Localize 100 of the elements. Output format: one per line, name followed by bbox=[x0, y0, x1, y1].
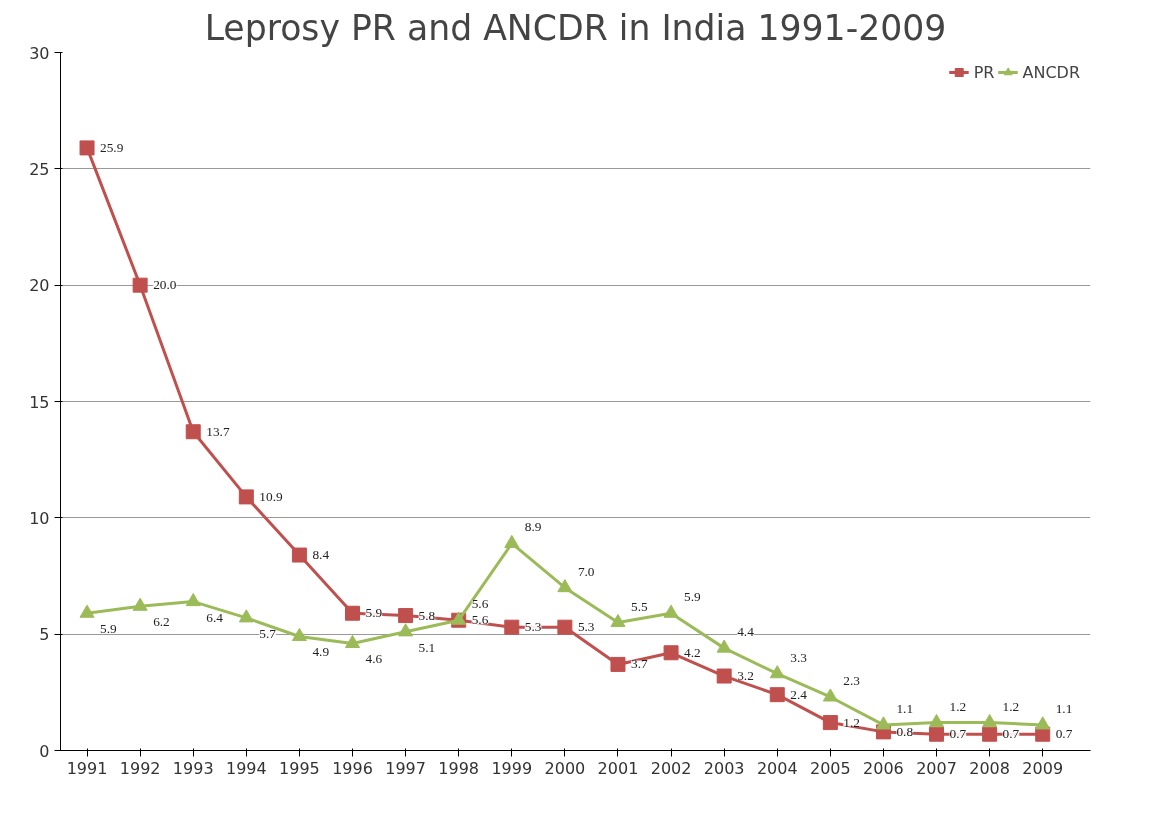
x-tick-label: 1998 bbox=[438, 758, 480, 778]
data-label: 8.4 bbox=[312, 547, 330, 563]
data-label: 1.1 bbox=[896, 700, 914, 716]
x-tick-label: 2007 bbox=[916, 758, 957, 778]
x-tick-label: 2002 bbox=[650, 758, 692, 778]
point bbox=[610, 656, 626, 672]
data-label: 4.2 bbox=[684, 644, 701, 660]
y-tick-label: 5 bbox=[39, 625, 50, 645]
data-label: 5.6 bbox=[471, 596, 489, 612]
x-tick-label: 2004 bbox=[756, 758, 798, 778]
data-label: 5.9 bbox=[684, 589, 702, 605]
point bbox=[663, 604, 679, 618]
data-label: 5.6 bbox=[471, 612, 489, 628]
x-tick-label: 1995 bbox=[279, 758, 320, 778]
data-label: 5.5 bbox=[630, 598, 648, 614]
data-label: 3.7 bbox=[630, 656, 648, 672]
point bbox=[238, 609, 254, 623]
data-label: 1.1 bbox=[1055, 700, 1073, 716]
point bbox=[875, 716, 891, 730]
point bbox=[398, 623, 414, 637]
data-label: 10.9 bbox=[259, 488, 283, 504]
data-label: 2.4 bbox=[790, 686, 808, 702]
point bbox=[185, 424, 201, 440]
x-tick-label: 1996 bbox=[332, 758, 373, 778]
x-tick-label: 2008 bbox=[969, 758, 1010, 778]
data-label: 2.3 bbox=[843, 672, 861, 688]
y-tick-label: 0 bbox=[39, 741, 50, 761]
x-tick-label: 2000 bbox=[544, 758, 586, 778]
data-label: 5.1 bbox=[418, 639, 436, 655]
y-tick-label: 25 bbox=[29, 159, 50, 179]
point bbox=[557, 579, 573, 593]
data-label: 7.0 bbox=[577, 563, 595, 579]
point bbox=[185, 593, 201, 607]
legend-label: ANCDR bbox=[1022, 62, 1080, 82]
point bbox=[769, 687, 785, 703]
point bbox=[716, 668, 732, 684]
point bbox=[822, 688, 838, 702]
point bbox=[716, 639, 732, 653]
point bbox=[132, 597, 148, 611]
point bbox=[1035, 716, 1051, 730]
x-tick-label: 1991 bbox=[66, 758, 108, 778]
data-label: 5.7 bbox=[259, 625, 277, 641]
data-label: 0.7 bbox=[949, 726, 967, 742]
data-label: 8.9 bbox=[524, 519, 542, 535]
y-tick-label: 10 bbox=[29, 508, 50, 528]
point bbox=[663, 645, 679, 661]
x-tick-label: 1992 bbox=[119, 758, 161, 778]
data-label: 4.6 bbox=[365, 651, 383, 667]
data-label: 20.0 bbox=[153, 277, 177, 293]
y-tick-label: 20 bbox=[29, 276, 50, 296]
x-tick-label: 1999 bbox=[491, 758, 533, 778]
point bbox=[982, 714, 998, 728]
x-tick-label: 2006 bbox=[863, 758, 904, 778]
point bbox=[398, 608, 414, 624]
data-label: 4.4 bbox=[737, 624, 755, 640]
point bbox=[79, 140, 95, 156]
point bbox=[291, 547, 307, 563]
point bbox=[345, 634, 361, 649]
point bbox=[610, 613, 626, 628]
point bbox=[822, 715, 838, 731]
data-label: 0.7 bbox=[1055, 726, 1073, 742]
data-label: 5.9 bbox=[365, 605, 383, 621]
x-tick-label: 1994 bbox=[225, 758, 267, 778]
point bbox=[769, 665, 785, 679]
legend-label: PR bbox=[973, 62, 995, 82]
point bbox=[504, 619, 520, 635]
data-label: 5.3 bbox=[524, 619, 542, 635]
y-tick-label: 30 bbox=[29, 43, 50, 63]
point bbox=[238, 489, 254, 505]
data-label: 5.3 bbox=[577, 619, 595, 635]
point bbox=[345, 605, 361, 621]
data-label: 5.9 bbox=[100, 621, 118, 637]
point bbox=[929, 714, 945, 728]
data-label: 25.9 bbox=[100, 139, 124, 155]
point bbox=[79, 604, 95, 618]
point bbox=[982, 726, 998, 742]
data-label: 13.7 bbox=[206, 423, 230, 439]
point bbox=[291, 627, 307, 642]
x-tick-label: 2001 bbox=[597, 758, 639, 778]
data-label: 0.8 bbox=[896, 723, 914, 739]
point bbox=[132, 277, 148, 293]
data-label: 3.2 bbox=[737, 668, 754, 684]
data-label: 0.7 bbox=[1002, 726, 1020, 742]
data-label: 3.3 bbox=[790, 649, 808, 665]
data-label: 4.9 bbox=[312, 644, 330, 660]
point bbox=[557, 619, 573, 635]
x-tick-label: 1997 bbox=[385, 758, 426, 778]
y-tick-label: 15 bbox=[29, 392, 50, 412]
chart-title: Leprosy PR and ANCDR in India 1991-2009 bbox=[204, 7, 947, 48]
data-label: 1.2 bbox=[1002, 698, 1020, 714]
point bbox=[929, 726, 945, 742]
point bbox=[504, 534, 520, 548]
data-label: 1.2 bbox=[949, 698, 967, 714]
x-tick-label: 2009 bbox=[1022, 758, 1064, 778]
data-label: 1.2 bbox=[843, 714, 861, 730]
data-label: 6.2 bbox=[153, 614, 170, 630]
data-label: 6.4 bbox=[206, 609, 224, 625]
x-tick-label: 1993 bbox=[172, 758, 214, 778]
data-label: 5.8 bbox=[418, 607, 436, 623]
x-tick-label: 2005 bbox=[809, 758, 851, 778]
